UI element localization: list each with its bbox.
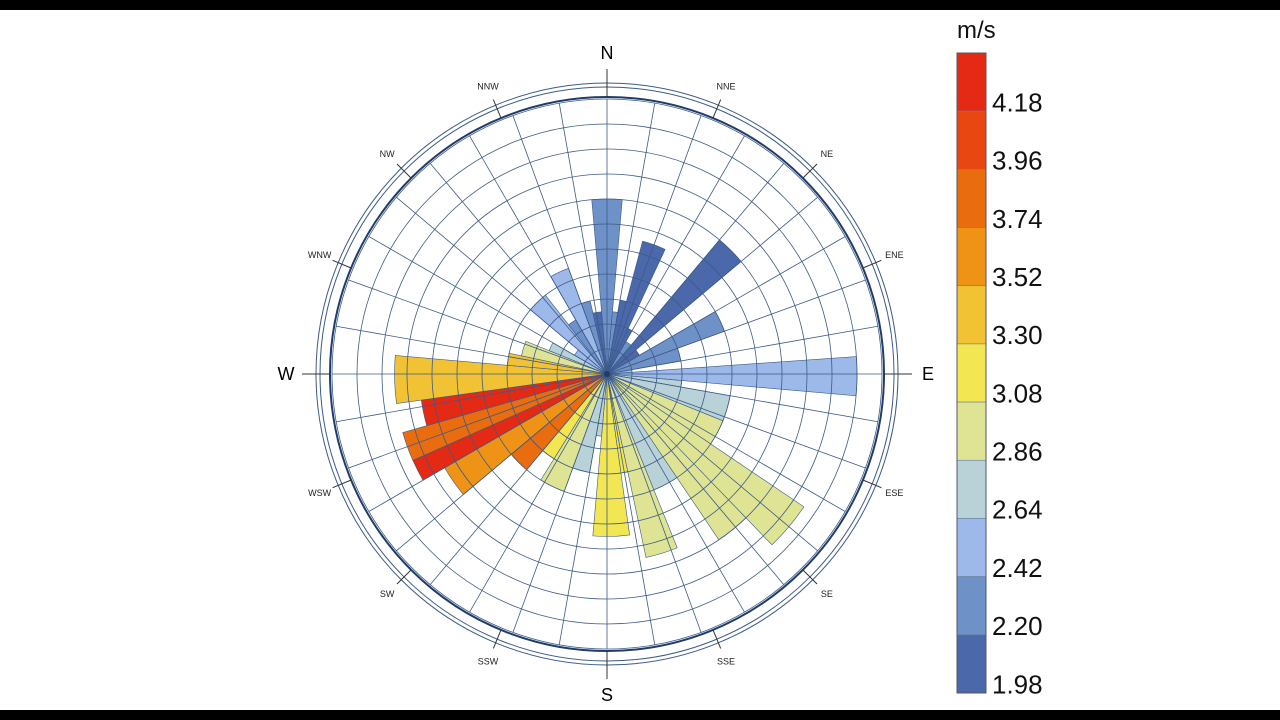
direction-tick <box>862 259 882 269</box>
direction-label-n: N <box>601 43 614 63</box>
grid-spoke <box>606 103 656 375</box>
colorbar-tick-label: 2.86 <box>992 437 1043 467</box>
direction-label-ne: NE <box>821 149 834 159</box>
grid-spoke <box>348 373 608 469</box>
direction-label-nnw: NNW <box>477 82 499 92</box>
wind-bar <box>606 373 678 558</box>
direction-label-ese: ESE <box>885 488 903 498</box>
direction-label-sw: SW <box>380 589 395 599</box>
direction-tick <box>396 569 412 585</box>
direction-label-ssw: SSW <box>478 656 499 666</box>
colorbar-tick-label: 3.52 <box>992 262 1043 292</box>
colorbar-tick-label: 3.08 <box>992 378 1043 408</box>
grid-spoke <box>606 373 818 552</box>
direction-label-wnw: WNW <box>308 250 332 260</box>
grid-spoke <box>606 373 745 613</box>
colorbar-tick-label: 1.98 <box>992 669 1043 699</box>
colorbar-tick-label: 4.18 <box>992 87 1043 117</box>
grid-spoke <box>606 115 702 375</box>
colorbar-segment <box>956 459 987 519</box>
direction-label-e: E <box>922 364 934 384</box>
wind-rose-chart: N NNE NE ENE E ESE SE SSE S SSW SW WSW W WNW NW NNW 4.18… <box>278 17 1043 705</box>
colorbar-tick-label: 3.30 <box>992 320 1043 350</box>
grid-spoke <box>606 236 846 375</box>
colorbar-frame <box>956 52 987 694</box>
grid-spoke <box>606 373 785 585</box>
colorbar-tick-label: 3.74 <box>992 204 1043 234</box>
grid-spoke <box>606 373 846 512</box>
direction-label-wsw: WSW <box>308 488 331 498</box>
grid-spoke <box>368 236 608 375</box>
grid-spoke <box>429 163 608 375</box>
grid-spoke <box>368 373 608 512</box>
colorbar-segment <box>956 227 987 287</box>
chart-canvas: N NNE NE ENE E ESE SE SSE S SSW SW WSW W WNW NW NNW 4.18… <box>0 10 1280 710</box>
direction-label-nne: NNE <box>717 82 736 92</box>
center-dot <box>604 371 610 377</box>
colorbar-segment <box>956 634 987 694</box>
direction-tick <box>332 259 352 269</box>
direction-tick <box>492 99 502 119</box>
colorbar-segment <box>956 518 987 577</box>
grid-spoke <box>606 373 878 423</box>
direction-tick <box>862 479 882 489</box>
grid-spoke <box>429 373 608 585</box>
grid-spoke <box>469 135 608 375</box>
direction-tick <box>492 629 502 649</box>
colorbar-segment <box>956 285 987 345</box>
colorbar-segment <box>956 52 987 112</box>
grid-spoke <box>558 103 608 375</box>
colorbar-segment <box>956 169 987 228</box>
direction-tick <box>802 163 818 179</box>
grid-spoke <box>606 373 702 633</box>
direction-tick <box>712 99 722 119</box>
colorbar-tick-label: 2.42 <box>992 553 1043 583</box>
direction-label-s: S <box>601 685 613 705</box>
grid-spoke <box>336 373 608 423</box>
colorbar-segment <box>956 576 987 636</box>
direction-label-sse: SSE <box>717 656 735 666</box>
grid-spoke <box>606 196 818 375</box>
colorbar-unit-label: m/s <box>957 17 996 44</box>
grid-spoke <box>606 373 656 645</box>
grid-spoke <box>606 325 878 375</box>
wind-bar <box>394 355 608 404</box>
grid-spoke <box>606 373 866 469</box>
wind-bar <box>592 373 630 537</box>
grid-spoke <box>469 373 608 613</box>
direction-label-nw: NW <box>380 149 395 159</box>
colorbar-tick-label: 3.96 <box>992 146 1043 176</box>
grid-spoke <box>606 163 785 375</box>
grid-spoke <box>396 196 608 375</box>
grid-spoke <box>606 135 745 375</box>
direction-tick <box>396 163 412 179</box>
direction-label-se: SE <box>821 589 833 599</box>
colorbar-tick-label: 2.64 <box>992 495 1043 525</box>
wind-bar <box>592 311 608 375</box>
colorbar-segment <box>956 401 987 461</box>
colorbar-tick-label: 2.20 <box>992 611 1043 641</box>
grid-spoke <box>558 373 608 645</box>
grid-spoke <box>396 373 608 552</box>
grid-spoke <box>606 279 866 375</box>
colorbar-segment <box>956 110 987 170</box>
grid-spoke <box>512 115 608 375</box>
direction-label-ene: ENE <box>885 250 904 260</box>
grid-spoke <box>336 325 608 375</box>
grid-spoke <box>348 279 608 375</box>
direction-tick <box>332 479 352 489</box>
colorbar-segment <box>956 343 987 403</box>
direction-label-w: W <box>278 364 295 384</box>
direction-tick <box>712 629 722 649</box>
grid-spoke <box>512 373 608 633</box>
direction-tick <box>802 569 818 585</box>
